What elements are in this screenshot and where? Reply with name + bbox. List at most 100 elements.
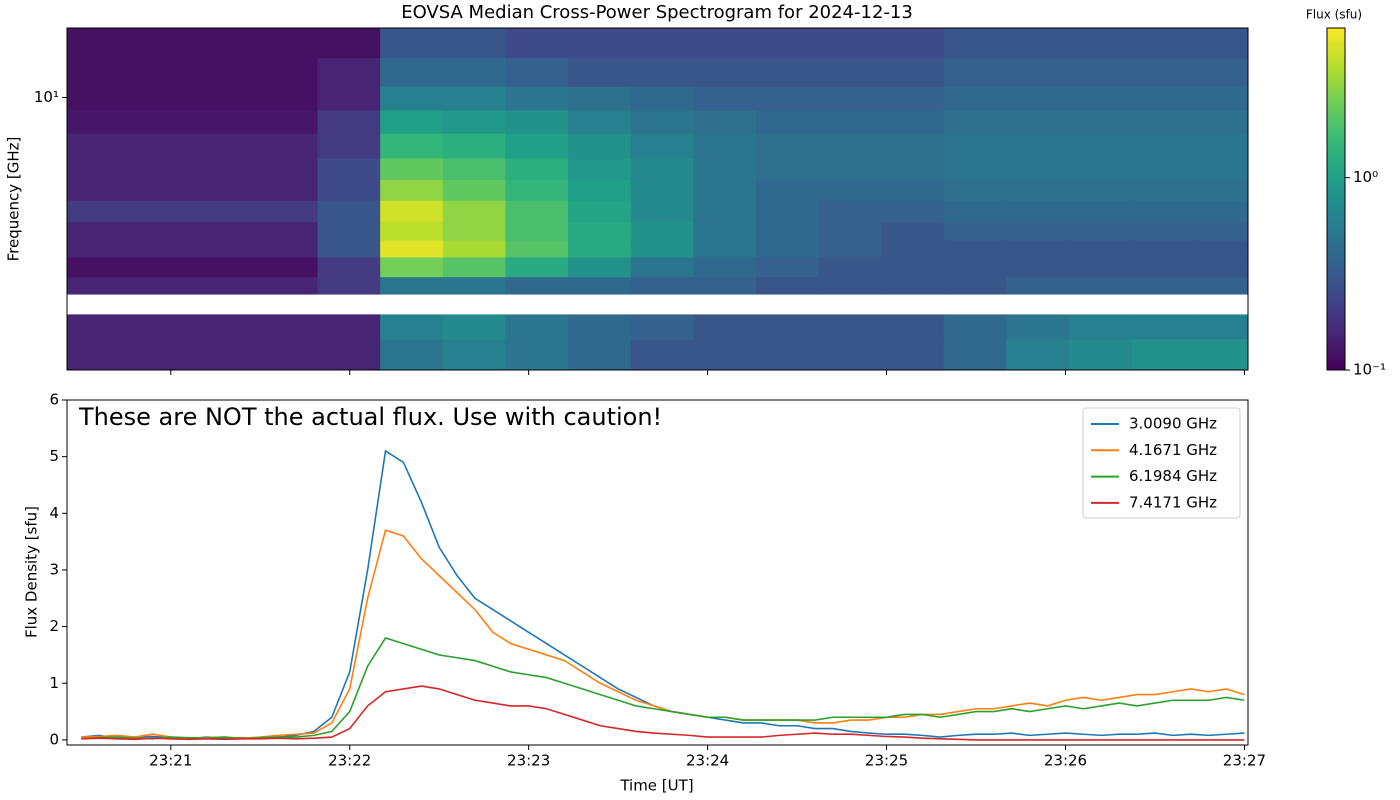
heatmap-cell (317, 314, 381, 340)
heatmap-cell (568, 314, 632, 340)
heatmap-cell (693, 256, 757, 278)
colorbar-band (1327, 154, 1345, 159)
colorbar-band (1327, 110, 1345, 114)
heatmap-cell (1069, 221, 1133, 241)
heatmap-cell (442, 179, 506, 201)
heatmap-cell (630, 57, 694, 87)
heatmap-cell (442, 133, 506, 159)
heatmap-cell (67, 157, 131, 181)
legend-label: 6.1984 GHz (1129, 467, 1217, 485)
heatmap-cell (630, 110, 694, 134)
heatmap-cell (630, 86, 694, 111)
heatmap-cell (943, 133, 1007, 159)
data-line (81, 449, 1245, 740)
heatmap-cell (129, 200, 193, 223)
heatmap-cell (1194, 157, 1249, 181)
heatmap-cell (630, 276, 694, 295)
heatmap-cell (129, 240, 193, 258)
heatmap-cell (192, 276, 256, 295)
heatmap-cell (630, 314, 694, 340)
heatmap-cell (943, 221, 1007, 241)
heatmap-cell (818, 57, 882, 87)
colorbar-band (1327, 342, 1345, 347)
heatmap-cell (630, 221, 694, 241)
heatmap-cell (881, 86, 945, 111)
heatmap-cell (505, 240, 569, 258)
heatmap-cell (1069, 314, 1133, 340)
colorbar-band (1327, 79, 1345, 84)
heatmap-cell (67, 221, 131, 241)
x-tick-label: 23:24 (686, 752, 729, 770)
heatmap-cell (380, 338, 444, 371)
x-tick-label: 23:27 (1223, 752, 1266, 770)
heatmap-cell (1131, 276, 1195, 295)
heatmap-cell (1006, 276, 1070, 295)
heatmap-cell (568, 133, 632, 159)
heatmap-cell (943, 200, 1007, 223)
heatmap-cell (818, 256, 882, 278)
heatmap-cell (630, 133, 694, 159)
heatmap-cell (693, 314, 757, 340)
heatmap-cell (129, 86, 193, 111)
heatmap-cell (505, 110, 569, 134)
heatmap-cell (693, 133, 757, 159)
heatmap-cell (442, 240, 506, 258)
colorbar-band (1327, 318, 1345, 323)
colorbar-band (1327, 72, 1345, 77)
heatmap-cell (1194, 179, 1249, 201)
heatmap-cell (505, 314, 569, 340)
colorbar-band (1327, 168, 1345, 173)
heatmap-cell (505, 179, 569, 201)
colorbar-band (1327, 253, 1345, 258)
heatmap-cell (943, 314, 1007, 340)
legend-label: 7.4171 GHz (1129, 493, 1217, 511)
colorbar-band (1327, 250, 1345, 255)
heatmap-cell (505, 276, 569, 295)
heatmap-cell (755, 256, 820, 278)
heatmap-cell (881, 256, 945, 278)
heatmap-cell (1194, 314, 1249, 340)
heatmap-cell (818, 314, 882, 340)
legend-label: 4.1671 GHz (1129, 441, 1217, 459)
colorbar-band (1327, 359, 1345, 364)
heatmap-cell (192, 256, 256, 278)
heatmap-cell (568, 157, 632, 181)
heatmap-cell (1006, 157, 1070, 181)
heatmap-cell (1006, 28, 1070, 59)
heatmap-cell (505, 157, 569, 181)
heatmap-cell (317, 110, 381, 134)
heatmap-cell (881, 110, 945, 134)
colorbar-band (1327, 284, 1345, 289)
heatmap-cell (442, 200, 506, 223)
colorbar-band (1327, 263, 1345, 268)
colorbar-band (1327, 103, 1345, 108)
legend-label: 3.0090 GHz (1129, 415, 1217, 433)
colorbar-band (1327, 147, 1345, 152)
heatmap-cell (818, 276, 882, 295)
heatmap-cell (1131, 240, 1195, 258)
colorbar-band (1327, 277, 1345, 282)
heatmap-cell (192, 240, 256, 258)
colorbar-band (1327, 181, 1345, 186)
heatmap-cell (1006, 240, 1070, 258)
heatmap-cell (693, 276, 757, 295)
heatmap-cell (568, 256, 632, 278)
heatmap-cell (1006, 200, 1070, 223)
heatmap-cell (1069, 276, 1133, 295)
colorbar-band (1327, 48, 1345, 53)
y-tick-label: 2 (49, 617, 59, 635)
heatmap-cell (1194, 110, 1249, 134)
heatmap-cell (67, 314, 131, 340)
colorbar-band (1327, 366, 1345, 371)
heatmap-cell (442, 221, 506, 241)
heatmap-cell (630, 338, 694, 371)
colorbar-band (1327, 34, 1345, 39)
colorbar-band (1327, 92, 1345, 97)
heatmap-cell (505, 256, 569, 278)
heatmap-cell (129, 157, 193, 181)
heatmap-cell (380, 157, 444, 181)
heatmap-cell (1194, 28, 1249, 59)
heatmap-cell (380, 86, 444, 111)
heatmap-cell (192, 200, 256, 223)
heatmap-cell (943, 57, 1007, 87)
